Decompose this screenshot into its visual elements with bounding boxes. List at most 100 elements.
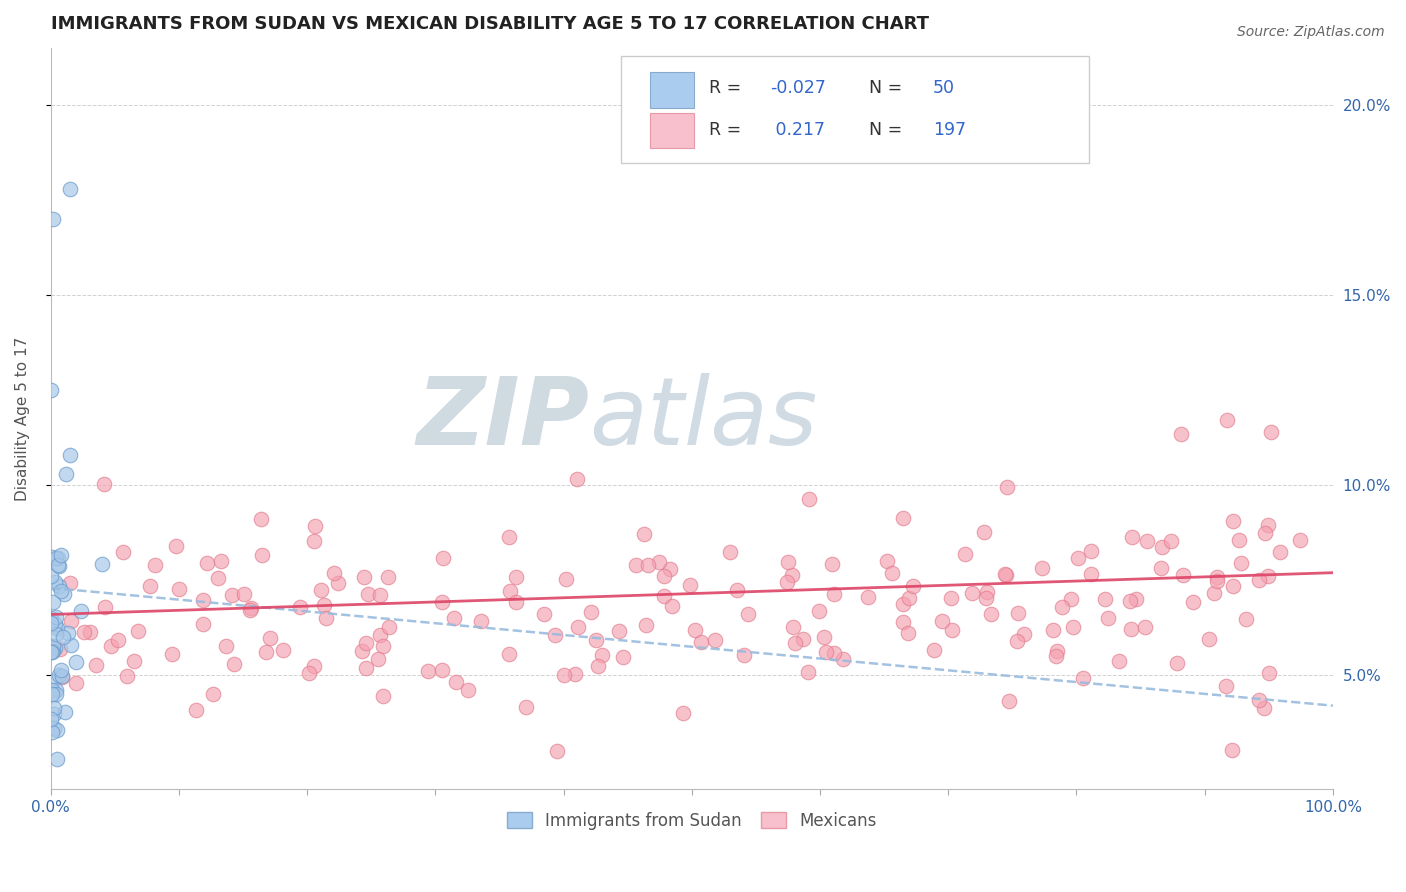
Point bbox=[302, 658, 325, 673]
Point bbox=[41, 687, 63, 701]
Point bbox=[1253, 700, 1275, 714]
Point bbox=[891, 615, 914, 630]
Point bbox=[974, 591, 997, 606]
Point bbox=[432, 595, 454, 609]
Point bbox=[585, 632, 607, 647]
Point bbox=[652, 569, 675, 583]
Point bbox=[160, 647, 183, 661]
Point bbox=[1121, 530, 1143, 544]
Point bbox=[44, 640, 66, 655]
FancyBboxPatch shape bbox=[621, 56, 1090, 163]
Point bbox=[498, 530, 520, 544]
Point bbox=[880, 566, 903, 580]
Point bbox=[42, 640, 65, 654]
Text: atlas: atlas bbox=[589, 374, 817, 465]
Point bbox=[546, 744, 568, 758]
Point bbox=[792, 632, 814, 647]
Point bbox=[41, 674, 63, 689]
Point bbox=[1249, 574, 1271, 588]
Point bbox=[1288, 533, 1310, 547]
Point bbox=[312, 599, 335, 613]
Point bbox=[207, 571, 229, 585]
Point bbox=[1097, 610, 1119, 624]
Point bbox=[52, 587, 75, 601]
Point bbox=[288, 600, 311, 615]
Point bbox=[1118, 594, 1140, 608]
Point bbox=[607, 624, 630, 638]
Point bbox=[39, 645, 62, 659]
Point bbox=[1062, 620, 1084, 634]
Point bbox=[46, 550, 69, 565]
Point bbox=[69, 604, 91, 618]
Point bbox=[648, 555, 671, 569]
Point bbox=[51, 669, 73, 683]
Point bbox=[326, 576, 349, 591]
Point bbox=[184, 703, 207, 717]
Text: N =: N = bbox=[869, 121, 903, 139]
Point bbox=[579, 605, 602, 619]
Point bbox=[565, 472, 588, 486]
Point bbox=[813, 630, 835, 644]
Point bbox=[1202, 586, 1225, 600]
Point bbox=[499, 584, 522, 599]
Point bbox=[1170, 427, 1192, 442]
Point bbox=[1007, 634, 1029, 648]
Point bbox=[42, 212, 65, 227]
Point bbox=[368, 588, 391, 602]
Point bbox=[733, 648, 755, 662]
Point bbox=[931, 614, 953, 628]
Point bbox=[1254, 526, 1277, 541]
Point bbox=[378, 620, 401, 634]
Point bbox=[544, 628, 567, 642]
Point bbox=[797, 665, 820, 679]
Point bbox=[1222, 514, 1244, 528]
Point bbox=[377, 570, 399, 584]
Point bbox=[1198, 632, 1220, 647]
Point bbox=[55, 467, 77, 481]
Point bbox=[823, 646, 845, 660]
Point bbox=[1136, 533, 1159, 548]
Point bbox=[48, 579, 70, 593]
Point bbox=[315, 611, 337, 625]
Point bbox=[891, 511, 914, 525]
Point bbox=[193, 616, 215, 631]
Point bbox=[48, 667, 70, 681]
Point bbox=[65, 655, 87, 669]
Point bbox=[1216, 413, 1239, 427]
Point bbox=[1133, 620, 1156, 634]
Point bbox=[41, 550, 63, 565]
Point bbox=[41, 683, 63, 698]
Point bbox=[432, 663, 454, 677]
Point bbox=[636, 617, 658, 632]
Point bbox=[994, 567, 1017, 582]
Text: 50: 50 bbox=[934, 78, 955, 96]
Point bbox=[79, 624, 101, 639]
Point bbox=[42, 721, 65, 735]
Point bbox=[443, 611, 465, 625]
Text: N =: N = bbox=[869, 78, 903, 96]
Point bbox=[922, 643, 945, 657]
Point bbox=[780, 568, 803, 582]
Point bbox=[111, 545, 134, 559]
Point bbox=[302, 533, 325, 548]
Point bbox=[298, 666, 321, 681]
Point bbox=[259, 631, 281, 645]
Point bbox=[444, 675, 467, 690]
Point bbox=[1258, 666, 1281, 681]
Point bbox=[591, 648, 613, 662]
Point bbox=[553, 668, 575, 682]
Point bbox=[976, 585, 998, 599]
Point bbox=[1270, 544, 1292, 558]
Point bbox=[1166, 656, 1188, 670]
Point bbox=[41, 644, 63, 658]
Point bbox=[679, 578, 702, 592]
Point bbox=[41, 384, 63, 398]
Point bbox=[897, 626, 920, 640]
Point bbox=[1121, 623, 1143, 637]
Point bbox=[637, 558, 659, 573]
Point bbox=[143, 558, 166, 572]
Point bbox=[876, 554, 898, 568]
Point bbox=[1220, 743, 1243, 757]
Point bbox=[45, 550, 67, 565]
Point bbox=[505, 595, 527, 609]
